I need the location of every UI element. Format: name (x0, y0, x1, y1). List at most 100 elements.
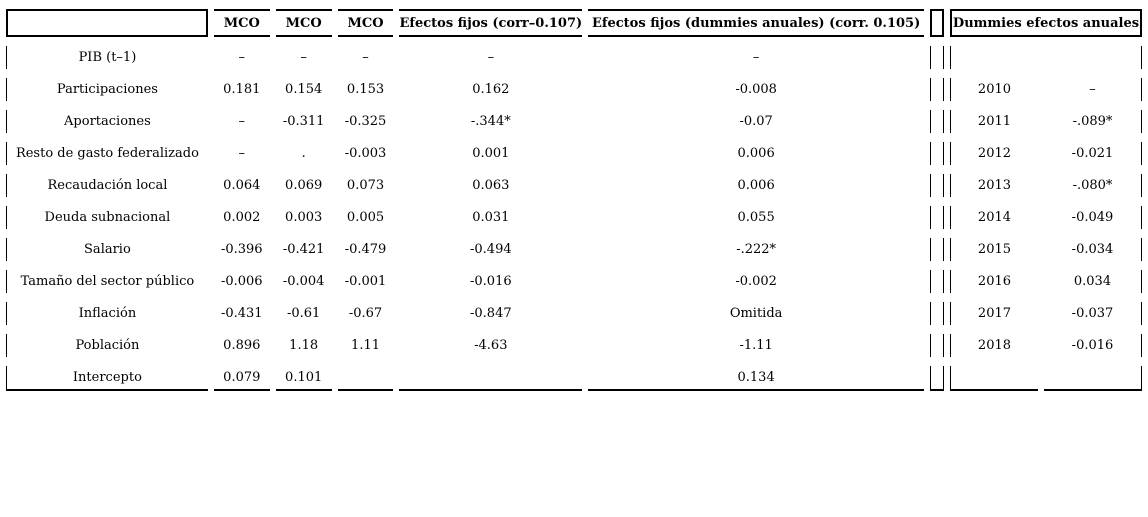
fixed-effects-cell: -0.016 (470, 274, 512, 289)
mco3-cell: -0.001 (344, 274, 387, 289)
fixed-effects-cell: -4.63 (474, 338, 508, 353)
spacer-cell (930, 174, 944, 197)
spacer-cell (930, 142, 944, 165)
mco1-cell: 0.002 (223, 210, 261, 225)
fixed-effects-dummies-cell: -1.11 (739, 338, 773, 353)
spacer-cell (930, 206, 944, 229)
table-row: Deuda subnacional 0.002 0.003 0.005 0.031 0.0… (6, 206, 1142, 229)
year-dummy-value-cell: -0.034 (1044, 238, 1142, 261)
fixed-effects-dummies-cell: 0.006 (737, 146, 775, 161)
mco3-cell: 0.005 (346, 210, 385, 225)
year-cell: 2017 (949, 302, 1038, 325)
year-dummy-value-cell: -0.037 (1044, 302, 1142, 325)
fixed-effects-cell: -.344* (470, 114, 511, 129)
table-row: Tamaño del sector público -0.006 -0.004 -0.… (6, 270, 1142, 293)
mco3-cell (337, 366, 394, 391)
fixed-effects-dummies-cell: – (752, 50, 760, 65)
year-cell (949, 46, 1038, 69)
year-dummy-value-cell: -.089* (1044, 110, 1142, 133)
annual-dummies-panel-header: Dummies efectos anuales (949, 9, 1142, 37)
table-row: Intercepto 0.079 0.101 0.134 (6, 366, 1142, 391)
mco3-cell: -0.003 (344, 146, 387, 161)
column-header-fixed-effects-dummies: Efectos fijos (dummies anuales) (corr. 0… (588, 9, 925, 37)
mco3-cell: 0.073 (346, 178, 385, 193)
mco1-cell: -0.396 (220, 242, 263, 257)
fixed-effects-dummies-cell: -.222* (736, 242, 777, 257)
row-label: Población (6, 334, 208, 357)
table-row: PIB (t–1) – – – – – (6, 46, 1142, 69)
row-label: Aportaciones (6, 110, 208, 133)
year-dummy-value-cell: – (1044, 78, 1142, 101)
spacer-cell (930, 110, 944, 133)
year-cell: 2014 (949, 206, 1038, 229)
table-row: Aportaciones – -0.311 -0.325 -.344* -0.07 2011… (6, 110, 1142, 133)
year-cell: 2012 (949, 142, 1038, 165)
year-dummy-value-cell: -.080* (1044, 174, 1142, 197)
column-header-variables (6, 9, 208, 37)
fixed-effects-cell: 0.162 (472, 82, 510, 97)
mco1-cell: 0.181 (223, 82, 261, 97)
table-row: Participaciones 0.181 0.154 0.153 0.162 -0.00… (6, 78, 1142, 101)
year-cell: 2018 (949, 334, 1038, 357)
table-row: Resto de gasto federalizado –. -0.003 0.001… (6, 142, 1142, 165)
mco1-cell: – (238, 114, 246, 129)
fixed-effects-dummies-cell: -0.07 (739, 114, 773, 129)
fixed-effects-cell: – (487, 50, 495, 65)
year-cell: 2016 (949, 270, 1038, 293)
spacer-cell (930, 302, 944, 325)
mco2-cell: 0.069 (285, 178, 323, 193)
mco2-cell: 0.003 (285, 210, 323, 225)
mco3-cell: – (362, 50, 369, 65)
mco2-cell: -0.61 (286, 306, 321, 321)
row-label: Intercepto (6, 366, 208, 391)
year-cell: 2010 (949, 78, 1038, 101)
year-cell (949, 366, 1038, 391)
mco1-cell: – (238, 146, 246, 161)
row-label: PIB (t–1) (6, 46, 208, 69)
regression-results-table: MCO MCO MCO Efectos fijos (corr–0.107) E… (6, 9, 1142, 391)
mco3-cell: 0.153 (346, 82, 385, 97)
table-row: Inflación -0.431 -0.61 -0.67 -0.847 Omitida 20… (6, 302, 1142, 325)
column-header-mco-1: MCO (213, 9, 270, 37)
fixed-effects-dummies-cell: Omitida (729, 306, 783, 321)
mco2-cell: 1.18 (289, 338, 319, 353)
column-header-mco-3: MCO (337, 9, 394, 37)
column-header-fixed-effects: Efectos fijos (corr–0.107) (399, 9, 583, 37)
mco2-cell: -0.421 (282, 242, 325, 257)
mco3-cell: -0.479 (344, 242, 387, 257)
header-row: MCO MCO MCO Efectos fijos (corr–0.107) E… (6, 9, 1142, 37)
mco3-cell: -0.325 (344, 114, 387, 129)
fixed-effects-cell: -0.847 (470, 306, 512, 321)
fixed-effects-dummies-cell: 0.134 (588, 366, 925, 391)
fixed-effects-cell (399, 366, 583, 391)
row-label: Tamaño del sector público (6, 270, 208, 293)
row-label: Salario (6, 238, 208, 261)
table-row: Salario -0.396 -0.421 -0.479 -0.494 -.222* 201… (6, 238, 1142, 261)
fixed-effects-cell: 0.001 (472, 146, 510, 161)
mco2-cell: – (300, 50, 307, 65)
row-label: Participaciones (6, 78, 208, 101)
mco1-cell: -0.431 (220, 306, 263, 321)
year-cell: 2013 (949, 174, 1038, 197)
year-dummy-value-cell: -0.021 (1044, 142, 1142, 165)
year-dummy-value-cell: -0.016 (1044, 334, 1142, 357)
fixed-effects-dummies-cell: 0.055 (737, 210, 775, 225)
table-row: Recaudación local 0.064 0.069 0.073 0.063 0.0… (6, 174, 1142, 197)
year-cell: 2011 (949, 110, 1038, 133)
fixed-effects-dummies-cell: -0.008 (735, 82, 777, 97)
spacer-header-cell (930, 9, 944, 37)
mco1-cell: 0.064 (223, 178, 261, 193)
mco1-cell: – (238, 50, 246, 65)
fixed-effects-cell: 0.031 (472, 210, 510, 225)
mco2-cell: 0.101 (275, 366, 332, 391)
year-cell: 2015 (949, 238, 1038, 261)
mco2-cell: -0.004 (282, 274, 325, 289)
spacer-cell (930, 238, 944, 261)
row-label: Deuda subnacional (6, 206, 208, 229)
spacer-cell (930, 78, 944, 101)
row-label: Recaudación local (6, 174, 208, 197)
table-row: Población 0.896 1.18 1.11 -4.63 -1.11 2018 -0.0… (6, 334, 1142, 357)
mco2-cell: 0.154 (285, 82, 323, 97)
year-dummy-value-cell: 0.034 (1044, 270, 1142, 293)
